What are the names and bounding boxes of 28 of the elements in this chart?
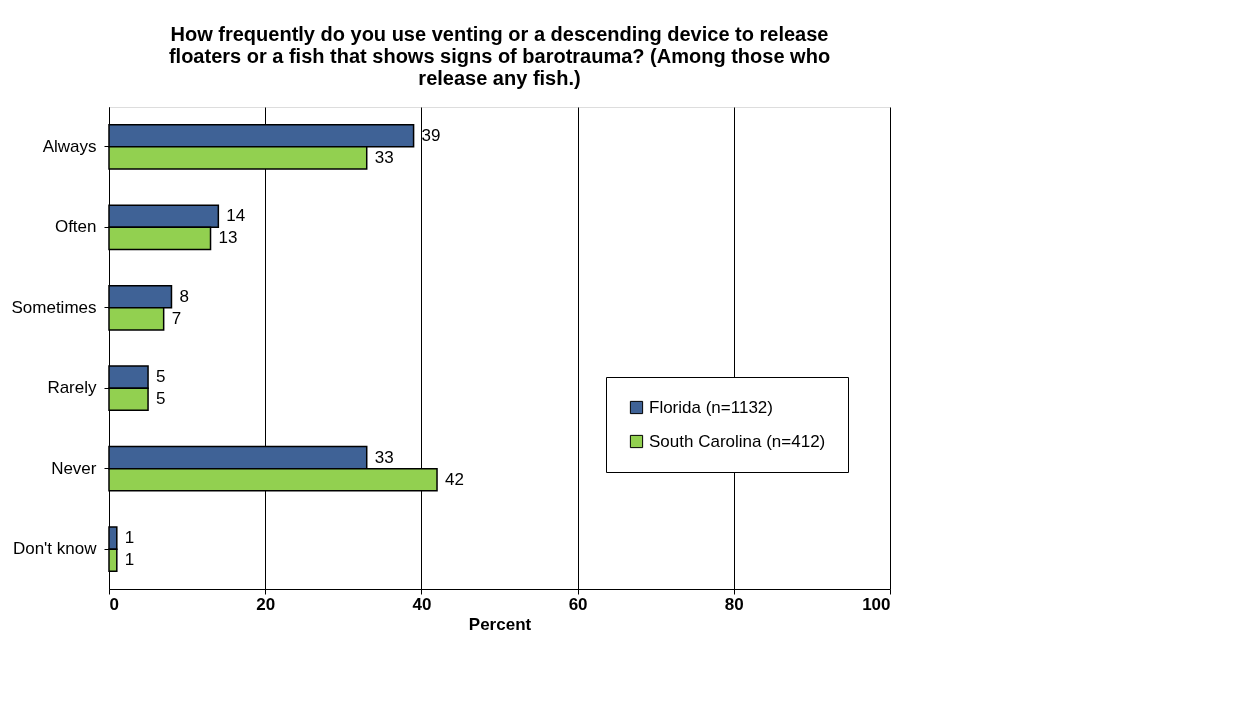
data-label: 5 xyxy=(156,367,166,387)
y-tick-label: Sometimes xyxy=(11,297,97,317)
x-tick-label: 60 xyxy=(568,594,588,614)
data-label: 13 xyxy=(218,228,238,248)
y-tick-label: Rarely xyxy=(47,378,97,398)
data-label: 33 xyxy=(374,447,394,467)
x-tick-label: 40 xyxy=(412,594,432,614)
data-label: 1 xyxy=(124,528,135,548)
x-tick-label: 80 xyxy=(724,594,744,614)
y-tick-label: Always xyxy=(42,136,97,156)
legend-label: South Carolina (n=412) xyxy=(649,431,826,451)
chart-title: How frequently do you use venting or a descending device to release floaters or a fish that shows signs of barotrauma? (Among those who release any fish.) xyxy=(168,23,831,89)
data-label: 33 xyxy=(374,147,394,167)
data-label: 8 xyxy=(179,286,189,306)
x-tick-label: 0 xyxy=(109,594,119,614)
data-label: 42 xyxy=(445,469,464,489)
data-label: 1 xyxy=(124,550,135,570)
legend-label: Florida (n=1132) xyxy=(649,397,773,417)
x-tick-label: 100 xyxy=(862,594,891,614)
x-tick-label: 20 xyxy=(256,594,276,614)
data-label: 7 xyxy=(171,308,182,328)
y-tick-label: Never xyxy=(51,458,97,478)
y-tick-label: Often xyxy=(54,217,97,237)
y-tick-label: Don't know xyxy=(12,539,98,559)
x-axis-title: Percent xyxy=(468,614,532,634)
data-label: 14 xyxy=(226,206,246,226)
data-label: 39 xyxy=(421,125,441,145)
data-label: 5 xyxy=(156,389,166,409)
